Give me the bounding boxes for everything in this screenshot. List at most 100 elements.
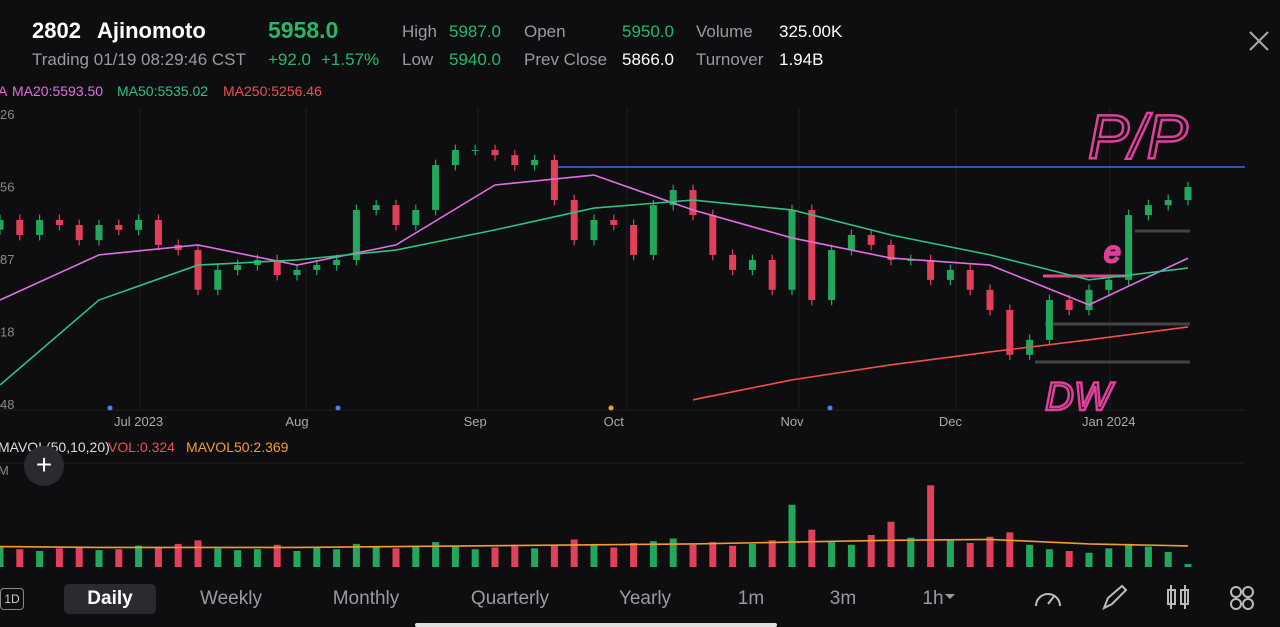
tab[interactable]: 3m (829, 588, 857, 609)
tab[interactable]: 1h (922, 588, 944, 609)
stock-code: 2802 (32, 18, 81, 43)
handwritten-annotation: DW (1045, 375, 1115, 419)
candle-body (867, 234, 875, 245)
volume-bar (1026, 544, 1034, 567)
candle-body (1045, 300, 1053, 340)
volume-bar (867, 535, 875, 567)
volume-bar (1045, 549, 1053, 567)
ma20-label: MA20:5593.50 (12, 83, 104, 99)
y-tick-label: M (0, 463, 9, 478)
candle-body (808, 209, 816, 301)
candle-body (1164, 200, 1172, 206)
volume-bar (828, 542, 836, 567)
candle-body (788, 209, 796, 290)
volume-bar (1164, 551, 1172, 567)
candle-body (471, 150, 479, 152)
ma-line (0, 174, 1189, 306)
stat-value: 1.94B (779, 50, 824, 69)
volume-bar (1006, 532, 1014, 567)
candle-body (0, 219, 4, 230)
volume-bar (174, 543, 182, 567)
candle-body (887, 244, 895, 260)
volume-bar (1144, 546, 1152, 567)
ma-line (692, 326, 1189, 401)
add-indicator[interactable]: + (24, 446, 64, 486)
candle-body (1065, 300, 1073, 310)
x-tick-label: Aug (285, 414, 308, 429)
candle-body (966, 269, 974, 290)
volume-bar (55, 548, 63, 567)
candle-body (313, 265, 321, 270)
x-tick-label: Jul 2023 (114, 414, 163, 429)
close-button[interactable] (1248, 30, 1270, 52)
stat-label: Turnover (696, 50, 764, 69)
volume-bar (610, 547, 618, 567)
tab[interactable]: 1D (0, 588, 24, 610)
tab[interactable]: Quarterly (470, 588, 550, 609)
volume-bar (531, 548, 539, 567)
candle-body (927, 259, 935, 280)
tool-icons[interactable] (1030, 582, 1270, 614)
candle-body (154, 219, 162, 245)
stat-value: 5940.0 (449, 50, 501, 69)
candle-body (293, 269, 301, 276)
candle-body (550, 159, 558, 201)
stat-label: Prev Close (524, 50, 608, 69)
ma250-label: MA250:5256.46 (223, 83, 322, 99)
candle-body (709, 215, 717, 255)
candle-body (768, 259, 776, 290)
candle-body (333, 259, 341, 266)
handwritten-annotation: e (1104, 236, 1121, 269)
candle-body (1125, 215, 1133, 280)
volume-bar (471, 549, 479, 567)
indicator-prefix: A (0, 83, 8, 99)
volume-bar (16, 549, 24, 567)
tab[interactable]: 1m (737, 588, 765, 609)
candle-body (1085, 289, 1093, 310)
volume-bar (273, 544, 281, 567)
status: Trading 01/19 08:29:46 CST (32, 50, 246, 69)
candle-body (689, 190, 697, 216)
tab[interactable]: Yearly (618, 588, 672, 609)
candle-body (491, 150, 499, 156)
volume-bar (788, 504, 796, 567)
volume-bar (590, 543, 598, 567)
volume-bar (570, 539, 578, 567)
candle-body (590, 219, 598, 241)
volume-bar (154, 547, 162, 567)
volume-bar (709, 542, 717, 567)
ma50-label: MA50:5535.02 (117, 83, 209, 99)
x-tick-label: Dec (939, 414, 963, 429)
candle-body (669, 190, 677, 206)
tab-active[interactable]: Daily (64, 584, 156, 614)
change-pct: +1.57% (321, 50, 380, 69)
volume-bar (768, 540, 776, 567)
volume-bar (550, 545, 558, 567)
x-tick-label: Nov (780, 414, 804, 429)
candle-body (847, 234, 855, 251)
candle-body (412, 209, 420, 226)
volume-bar (451, 546, 459, 567)
drawings (107, 229, 1190, 411)
volume-bar (135, 545, 143, 567)
candle-body (748, 259, 756, 270)
chart: 26 56 87 18 48 M Jul 2023 Aug Sep Oct Nov Dec Jan 20… (0, 102, 1245, 567)
volume-bar (491, 547, 499, 567)
home-indicator (415, 623, 777, 627)
tab[interactable]: Monthly (332, 588, 400, 609)
volume-bar (333, 549, 341, 567)
candle-body (511, 155, 519, 166)
volume-bar (887, 521, 895, 567)
candle-body (946, 269, 954, 280)
x-tick-label: Jan 2024 (1082, 414, 1136, 429)
tab[interactable]: Weekly (200, 588, 262, 609)
stat-value: 5950.0 (622, 22, 674, 41)
volume-bar (432, 542, 440, 567)
candle-body (273, 259, 281, 276)
x-tick-label: Oct (604, 414, 625, 429)
candle-body (828, 250, 836, 301)
y-tick-label: 87 (0, 252, 14, 267)
volume-bar (1105, 548, 1113, 567)
volume-bar (0, 547, 4, 567)
